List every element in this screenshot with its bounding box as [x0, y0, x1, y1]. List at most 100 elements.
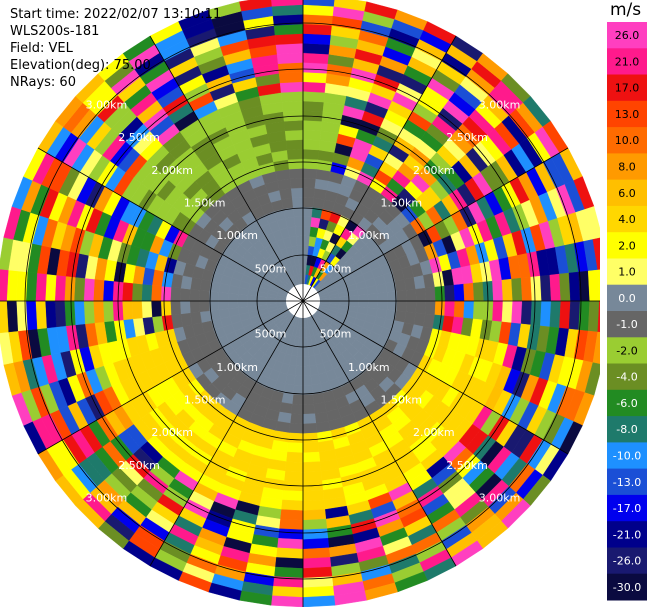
velocity-gate — [549, 273, 562, 302]
velocity-gate — [444, 284, 456, 302]
velocity-gate — [179, 300, 191, 315]
velocity-gate — [291, 197, 304, 208]
velocity-gate — [302, 528, 329, 540]
colorbar-tick-label: -8.0 — [616, 423, 637, 436]
velocity-gate — [530, 275, 542, 302]
velocity-gate — [377, 300, 388, 311]
colorbar-swatch — [607, 337, 647, 365]
velocity-gate — [472, 281, 485, 302]
velocity-gate — [279, 81, 304, 93]
colorbar-swatch — [607, 547, 647, 575]
velocity-gate — [501, 278, 513, 302]
velocity-gate — [280, 91, 304, 103]
colorbar-tick-label: -13.0 — [613, 476, 641, 489]
velocity-gate — [288, 423, 304, 434]
velocity-gate — [0, 300, 9, 334]
colorbar-tick-label: 6.0 — [618, 187, 636, 200]
range-ring-label: 3.00km — [479, 98, 521, 111]
range-ring-label: 2.00km — [413, 426, 455, 439]
velocity-gate — [302, 23, 333, 36]
velocity-gate — [150, 300, 162, 318]
velocity-gate — [294, 365, 304, 377]
velocity-gate — [6, 269, 19, 302]
velocity-gate — [302, 71, 328, 84]
velocity-gate — [597, 300, 600, 333]
velocity-gate — [285, 451, 304, 463]
velocity-gate — [285, 139, 304, 151]
velocity-gate — [93, 300, 105, 324]
velocity-gate — [247, 300, 258, 308]
velocity-gate — [0, 331, 14, 365]
velocity-gate — [291, 394, 304, 405]
colorbar-swatch — [607, 22, 647, 49]
velocity-gate — [367, 292, 379, 302]
range-ring — [70, 68, 536, 534]
velocity-gate — [0, 268, 9, 302]
velocity-gate — [302, 423, 318, 434]
range-ring-label: 500m — [255, 263, 287, 276]
velocity-gate — [338, 295, 350, 302]
velocity-gate — [289, 177, 304, 189]
velocity-gate — [394, 279, 407, 292]
velocity-gate — [492, 300, 504, 323]
velocity-gate — [302, 394, 315, 405]
velocity-gate — [302, 129, 322, 141]
velocity-gate — [294, 225, 304, 237]
velocity-gate — [25, 300, 38, 331]
colorbar-swatch — [607, 205, 647, 233]
velocity-gate — [273, 566, 304, 579]
range-ring-label: 3.00km — [86, 98, 128, 111]
range-ring — [163, 161, 443, 441]
colorbar-tick-label: -6.0 — [616, 397, 637, 410]
velocity-gate — [273, 23, 304, 36]
colorbar-unit: m/s — [610, 0, 642, 20]
velocity-gate — [348, 294, 359, 302]
range-ring-label: 2.00km — [151, 426, 193, 439]
velocity-gate — [540, 300, 552, 328]
velocity-gate — [237, 300, 249, 309]
velocity-gate — [275, 42, 304, 55]
colorbar-swatch — [607, 442, 647, 470]
velocity-gate — [302, 148, 320, 160]
info-panel: Start time: 2022/02/07 13:10:11 WLS200s-… — [10, 6, 221, 91]
velocity-gate — [405, 300, 417, 314]
colorbar-swatch — [607, 573, 647, 601]
colorbar-swatch — [607, 494, 647, 522]
range-ring-label: 1.00km — [348, 229, 390, 242]
velocity-gate — [453, 283, 465, 302]
velocity-gate — [293, 375, 304, 386]
velocity-gate — [425, 286, 436, 302]
colorbar-swatch — [607, 284, 647, 312]
field-name: Field: VEL — [10, 41, 73, 56]
velocity-gate — [276, 538, 304, 550]
velocity-gate — [121, 281, 134, 302]
velocity-gate — [434, 300, 446, 317]
velocity-gate — [396, 300, 407, 313]
colorbar-tick-label: 8.0 — [618, 161, 636, 174]
velocity-gate — [530, 300, 542, 327]
velocity-gate — [549, 300, 562, 329]
velocity-gate — [283, 119, 304, 132]
colorbar-swatch — [607, 258, 647, 286]
range-ring — [117, 115, 489, 487]
nrays: NRays: 60 — [10, 75, 76, 90]
velocity-gate — [35, 300, 47, 330]
velocity-gate — [218, 300, 229, 311]
velocity-gate — [189, 300, 201, 314]
colorbar-tick-label: -10.0 — [613, 450, 641, 463]
colorbar-tick-label: -26.0 — [613, 555, 641, 568]
velocity-gate — [131, 282, 143, 302]
velocity-gate — [199, 310, 212, 323]
velocity-gate — [277, 62, 304, 74]
velocity-gate — [584, 206, 600, 240]
velocity-gate — [286, 148, 304, 160]
velocity-gate — [463, 300, 475, 320]
velocity-gate — [287, 158, 304, 170]
velocity-gate — [284, 129, 304, 141]
colorbar-tick-label: 17.0 — [615, 82, 640, 95]
velocity-gate — [170, 286, 181, 302]
velocity-gate — [270, 595, 304, 607]
colorbar-tick-label: -21.0 — [613, 528, 641, 541]
velocity-gate — [302, 62, 329, 74]
velocity-gate — [302, 461, 322, 473]
